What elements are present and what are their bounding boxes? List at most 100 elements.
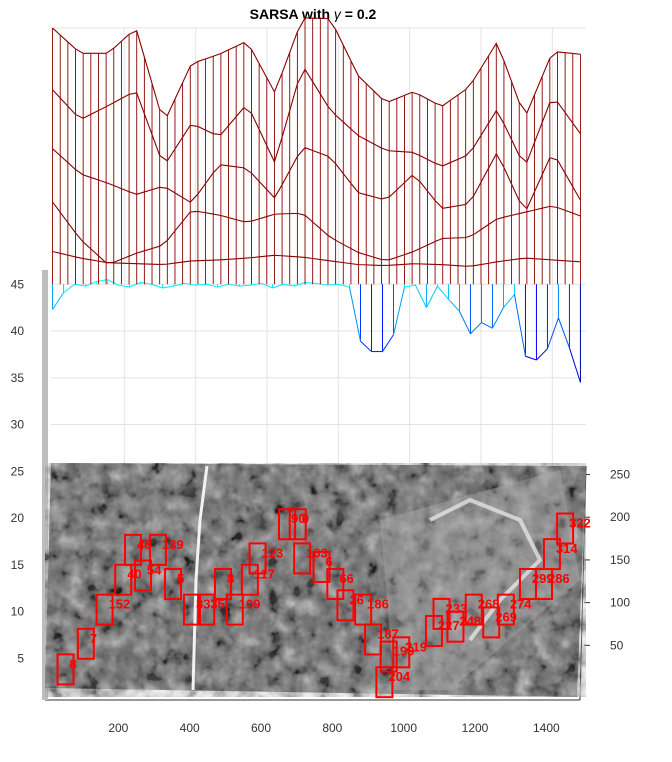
drop-edge xyxy=(404,284,416,288)
state-box xyxy=(496,593,515,626)
drop-edge xyxy=(437,285,449,300)
state-box xyxy=(95,593,114,626)
drop-edge xyxy=(426,285,438,308)
state-box xyxy=(379,640,398,673)
drop-edge xyxy=(52,292,64,310)
drop-edge xyxy=(503,294,515,308)
z-tick-label: 40 xyxy=(11,324,25,338)
drop-edge xyxy=(217,283,229,288)
state-box xyxy=(354,593,373,626)
state-box xyxy=(312,550,331,583)
y-axis-line xyxy=(579,465,587,701)
state-label: 8 xyxy=(227,571,234,586)
state-box xyxy=(76,627,95,660)
drop-edge xyxy=(557,317,570,349)
state-box xyxy=(364,623,383,656)
state-label: 152 xyxy=(109,597,131,612)
state-label: 5 xyxy=(177,571,184,586)
state-label: 66 xyxy=(339,571,353,586)
x-tick-label: 400 xyxy=(180,721,200,735)
mesh-row xyxy=(52,147,581,210)
axes xyxy=(42,270,590,701)
drop-edge xyxy=(338,283,350,288)
drop-edge xyxy=(118,284,130,288)
mesh-row xyxy=(52,201,581,264)
drop-edge xyxy=(283,283,295,287)
drop-edge xyxy=(568,347,581,383)
state-label: 274 xyxy=(510,597,532,612)
z-tick-label: 10 xyxy=(11,605,25,619)
state-box xyxy=(148,533,167,566)
z-tick-label: 30 xyxy=(11,418,25,432)
state-label: 204 xyxy=(388,669,410,684)
x-tick-label: 1200 xyxy=(462,721,489,735)
state-label: 186 xyxy=(367,597,389,612)
state-label: 123 xyxy=(262,545,284,560)
state-label: 248 xyxy=(459,614,481,629)
drop-edge xyxy=(316,282,328,286)
state-label: 333 xyxy=(196,597,218,612)
state-label: 7 xyxy=(90,631,97,646)
state-box xyxy=(446,610,465,643)
y-tick-label: 250 xyxy=(610,468,630,482)
drop-edge xyxy=(261,282,273,289)
drop-edge xyxy=(459,311,471,335)
drop-edge xyxy=(513,294,526,357)
state-label: 54 xyxy=(147,562,162,577)
drop-edge xyxy=(448,298,460,312)
drop-edge xyxy=(525,355,537,361)
drop-edge xyxy=(305,281,317,284)
x-tick-label: 800 xyxy=(322,721,342,735)
drop-edge xyxy=(140,281,152,285)
state-box xyxy=(182,593,201,626)
state-box xyxy=(213,568,232,600)
state-label: 6 xyxy=(326,554,333,569)
drop-edge xyxy=(107,279,119,286)
drop-edge xyxy=(294,281,306,287)
state-label: 314 xyxy=(556,541,578,556)
state-box xyxy=(164,568,183,600)
x-tick-label: 1000 xyxy=(390,721,417,735)
drop-edge xyxy=(195,283,207,286)
surface-drop-lines xyxy=(52,279,581,383)
drop-edge xyxy=(272,283,284,289)
y-tick-label: 200 xyxy=(610,510,630,524)
state-label: 48 xyxy=(137,537,151,552)
y-tick-label: 100 xyxy=(610,596,630,610)
state-label: 90 xyxy=(291,511,305,526)
state-box xyxy=(482,606,501,639)
state-box xyxy=(133,559,152,592)
state-label: 26 xyxy=(349,592,363,607)
state-box xyxy=(288,508,307,541)
state-box xyxy=(278,508,297,541)
z-tick-label: 25 xyxy=(11,464,25,478)
state-label: 299 xyxy=(532,571,554,586)
mesh-row xyxy=(52,250,581,267)
state-box xyxy=(375,666,394,699)
drop-edge xyxy=(481,322,493,329)
surface-mesh xyxy=(52,17,581,285)
state-box xyxy=(225,593,244,626)
drop-edge xyxy=(327,283,339,286)
state-label: 75 xyxy=(210,597,224,612)
state-label: 109 xyxy=(239,597,261,612)
drop-edge xyxy=(250,282,262,286)
drop-edge xyxy=(63,283,75,294)
x-tick-label: 1400 xyxy=(533,721,560,735)
drop-edge xyxy=(74,283,86,287)
drop-edge xyxy=(129,281,141,288)
drop-edge xyxy=(162,285,174,289)
state-box xyxy=(432,597,451,630)
drop-edge xyxy=(382,334,394,352)
drop-edge xyxy=(360,340,372,352)
state-box xyxy=(114,563,133,596)
mesh-row xyxy=(52,17,581,117)
z-tick-label: 15 xyxy=(11,558,25,572)
state-label: 269 xyxy=(495,609,517,624)
state-box xyxy=(556,512,575,545)
state-label: 322 xyxy=(569,516,591,531)
drop-edge xyxy=(151,283,163,289)
drop-edge xyxy=(546,317,559,349)
